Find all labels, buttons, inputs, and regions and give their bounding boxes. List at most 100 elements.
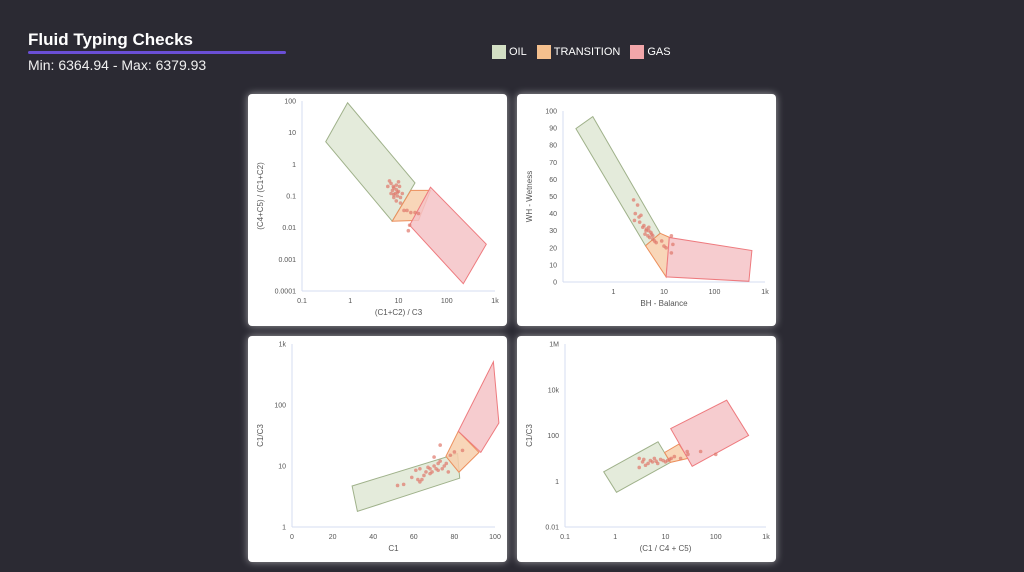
y-tick-label: 30 (549, 228, 557, 235)
legend: OIL TRANSITION GAS (492, 45, 681, 59)
y-tick-label: 100 (547, 433, 559, 440)
data-point (440, 466, 445, 471)
data-point (460, 448, 465, 453)
x-tick-label: 40 (369, 534, 377, 541)
legend-item-transition[interactable]: TRANSITION (536, 45, 620, 59)
data-point (669, 251, 674, 255)
data-point (669, 234, 674, 238)
y-tick-label: 1M (549, 342, 559, 349)
data-point (452, 450, 457, 454)
y-tick-label: 0 (553, 280, 557, 287)
y-tick-label: 1k (279, 342, 287, 349)
data-point (672, 454, 677, 459)
data-point (395, 483, 400, 488)
x-axis-label: (C1 / C4 + C5) (640, 544, 692, 553)
data-point (646, 461, 650, 466)
data-point (394, 183, 399, 187)
chart-wetness-balance: 1 10 100 1k 0 10 20 30 40 50 60 70 80 90 100 BH - Balan… (525, 109, 769, 309)
data-point (418, 466, 422, 471)
data-point (428, 466, 432, 471)
region-gas (457, 360, 500, 454)
data-point (650, 460, 655, 464)
data-point (407, 223, 412, 227)
x-tick-label: 100 (441, 298, 453, 305)
data-point (637, 465, 642, 470)
x-axis-label: BH - Balance (640, 299, 688, 308)
data-point (397, 184, 402, 189)
data-point (432, 455, 436, 459)
x-tick-label: 100 (709, 289, 721, 296)
data-point (650, 234, 655, 238)
chart-ratio: 0.1 1 10 100 1k 0.0001 0.001 0.01 0.1 1 10 100 (C1+C… (256, 99, 499, 318)
x-tick-label: 1 (348, 298, 352, 305)
chart-card-c1-c4c5: 0.1 1 10 100 1k 0.01 1 100 10k 1M (C1 / C4 + C5) C1… (517, 336, 776, 562)
y-tick-label: 1 (555, 479, 559, 486)
y-tick-label: 1 (292, 162, 296, 169)
data-point (394, 199, 399, 203)
data-point (671, 242, 675, 247)
data-point (391, 184, 396, 189)
y-tick-label: 100 (284, 99, 296, 106)
data-point (647, 235, 652, 240)
chart-card-ratio: 0.1 1 10 100 1k 0.0001 0.001 0.01 0.1 1 10 100 (C1+C… (248, 94, 507, 326)
data-point (432, 464, 436, 468)
x-tick-label: 0.1 (560, 534, 570, 541)
legend-item-gas[interactable]: GAS (630, 45, 671, 59)
data-point (633, 211, 638, 216)
data-point (642, 457, 646, 462)
y-tick-label: 20 (549, 245, 557, 252)
x-tick-label: 100 (710, 534, 722, 541)
data-point (685, 449, 689, 454)
data-point (644, 228, 648, 233)
data-point (409, 210, 413, 215)
data-point (422, 473, 426, 478)
data-point (395, 190, 400, 195)
data-point (631, 198, 636, 202)
data-point (698, 449, 703, 454)
y-tick-label: 10 (549, 262, 557, 269)
y-tick-label: 0.001 (278, 257, 296, 264)
y-tick-label: 0.01 (282, 225, 296, 232)
data-point (405, 208, 409, 213)
data-point (400, 191, 405, 196)
legend-item-oil[interactable]: OIL (492, 45, 527, 59)
y-axis-label: (C4+C5) / (C1+C2) (256, 162, 265, 230)
y-tick-label: 10k (548, 387, 560, 394)
legend-label-oil: OIL (509, 46, 527, 58)
y-axis-label: C1/C3 (525, 424, 534, 447)
region-oil (602, 441, 672, 493)
x-tick-label: 1 (613, 534, 617, 541)
x-tick-label: 0.1 (297, 298, 307, 305)
y-tick-label: 50 (549, 194, 557, 201)
legend-swatch-oil (492, 45, 506, 59)
data-point (643, 232, 647, 236)
data-point (655, 461, 660, 466)
data-point (635, 203, 640, 207)
legend-swatch-gas (630, 45, 645, 59)
x-tick-label: 0 (290, 534, 294, 541)
data-point (444, 461, 449, 466)
x-tick-label: 1k (761, 289, 769, 296)
data-point (669, 456, 674, 461)
y-tick-label: 40 (549, 211, 557, 218)
data-point (395, 194, 400, 198)
data-point (390, 188, 395, 193)
x-tick-label: 60 (410, 534, 418, 541)
region-gas (670, 399, 750, 467)
y-tick-label: 0.01 (545, 525, 559, 532)
data-point (713, 452, 718, 457)
y-tick-label: 1 (282, 525, 286, 532)
x-tick-label: 80 (451, 534, 459, 541)
data-point (632, 218, 637, 223)
data-point (664, 246, 668, 250)
data-point (398, 195, 403, 200)
data-point (416, 211, 421, 216)
x-tick-label: 10 (660, 289, 668, 296)
y-tick-label: 10 (278, 464, 286, 471)
data-point (401, 482, 406, 487)
region-gas (408, 186, 487, 285)
data-point (436, 468, 440, 473)
data-point (446, 470, 451, 474)
data-point (442, 464, 447, 468)
x-tick-label: 1k (762, 534, 770, 541)
